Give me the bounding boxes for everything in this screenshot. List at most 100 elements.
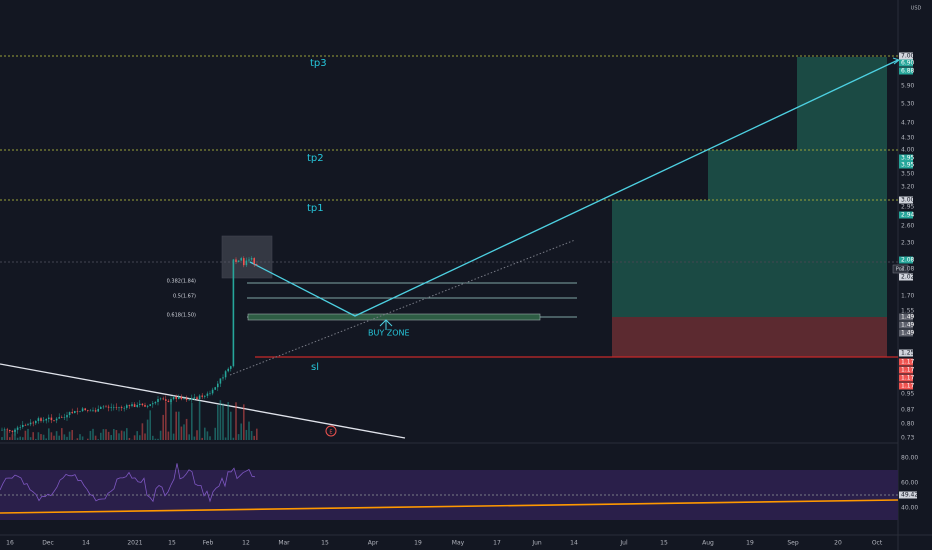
candle-body (144, 405, 146, 407)
volume-bar (152, 435, 154, 440)
pos-tag: Pos (896, 267, 905, 273)
candle-body (245, 260, 248, 266)
event-label: E (329, 430, 332, 436)
volume-bar (183, 424, 185, 440)
volume-bar (53, 435, 55, 440)
volume-bar (248, 421, 250, 440)
time-label: Jul (619, 540, 628, 547)
indicator-label: 80.00 (901, 455, 918, 462)
price-label: 3.95 (901, 155, 915, 162)
candle-body (11, 430, 14, 432)
candle-body (79, 411, 81, 412)
oscillator (0, 463, 256, 503)
candle-body (55, 418, 58, 421)
candle-body (139, 403, 141, 405)
price-label: 1.17 (901, 383, 915, 390)
candle-body (201, 395, 203, 397)
buy-zone-label: BUY ZONE (368, 329, 410, 338)
price-label: 1.49 (901, 314, 915, 321)
candle-body (152, 403, 154, 405)
price-tag-box (899, 161, 913, 169)
fib-label: 0.618(1.50) (167, 313, 196, 319)
volume-bar (144, 433, 146, 440)
volume-bar (204, 427, 206, 440)
volume-bar (139, 435, 141, 440)
volume-bar (193, 436, 196, 440)
volume-bar (224, 437, 227, 440)
time-label: Feb (203, 540, 214, 547)
pos-tag-box (892, 264, 909, 274)
volume-bar (157, 438, 159, 440)
candle-body (183, 398, 185, 400)
price-tag-box (899, 196, 913, 204)
candle-body (214, 387, 216, 390)
volume-bar (159, 430, 162, 440)
candle-body (165, 399, 167, 401)
price-label: 2.60 (901, 223, 915, 230)
candle-body (222, 377, 224, 379)
volume-bar (24, 430, 27, 440)
time-label: 15 (168, 540, 176, 547)
volume-bar (42, 434, 45, 440)
volume-bar (11, 434, 14, 440)
price-tag-box (899, 154, 913, 162)
indicator-label: 60.00 (901, 480, 918, 487)
price-label: 1.49 (901, 322, 915, 329)
volume-bar (68, 431, 71, 440)
price-tag-box (899, 321, 913, 329)
time-label: 20 (834, 540, 842, 547)
candle-body (253, 258, 255, 264)
price-label: 2.02 (901, 274, 915, 281)
volume-bar (105, 429, 107, 440)
position-boxes (612, 57, 887, 357)
price-label: 1.49 (901, 330, 915, 337)
indicator-label: 40.00 (901, 505, 918, 512)
volume-bar (40, 434, 42, 440)
volume-bar (110, 435, 112, 440)
volume-bar (48, 428, 50, 440)
price-tag-box (899, 374, 913, 382)
volume-bar (9, 437, 11, 440)
volume-bar (232, 437, 235, 440)
price-label: 6.90 (901, 60, 915, 67)
candle-body (1, 429, 3, 431)
volume-bar (14, 428, 16, 440)
volume-bar (27, 428, 29, 440)
time-label: 15 (321, 540, 329, 547)
volume-bar (76, 438, 79, 440)
fib-label: 0.5(1.67) (173, 294, 196, 300)
volume-bar (118, 433, 120, 440)
volume-bar (188, 434, 190, 440)
volume-bar (3, 429, 6, 440)
price-label: 0.73 (901, 435, 915, 442)
volume-bar (100, 432, 102, 440)
time-label: Aug (702, 540, 714, 547)
candle-body (120, 407, 123, 408)
volume-bar (50, 432, 53, 440)
candle-body (149, 404, 151, 406)
price-label: 1.17 (901, 359, 915, 366)
price-label: 4.70 (901, 120, 915, 127)
candle-body (198, 395, 201, 399)
volume-bar (185, 418, 188, 440)
indicator-label: 49.42 (901, 492, 918, 499)
highlight-box (221, 235, 273, 279)
candle-body (89, 410, 92, 412)
candle-body (50, 417, 53, 421)
price-label: 0.80 (901, 421, 915, 428)
candle-body (22, 424, 24, 428)
candle-body (40, 418, 42, 421)
volume-bar (230, 411, 232, 440)
candle-body (191, 398, 193, 400)
candle-body (185, 398, 188, 400)
candle-body (256, 263, 258, 265)
price-tag-box (899, 366, 913, 374)
time-label: 19 (414, 540, 422, 547)
candle-body (237, 260, 240, 262)
time-label: Dec (42, 540, 54, 547)
levels (0, 55, 898, 263)
price-label: 2.30 (901, 240, 915, 247)
candle-body (209, 393, 211, 395)
candle-body (76, 411, 79, 412)
